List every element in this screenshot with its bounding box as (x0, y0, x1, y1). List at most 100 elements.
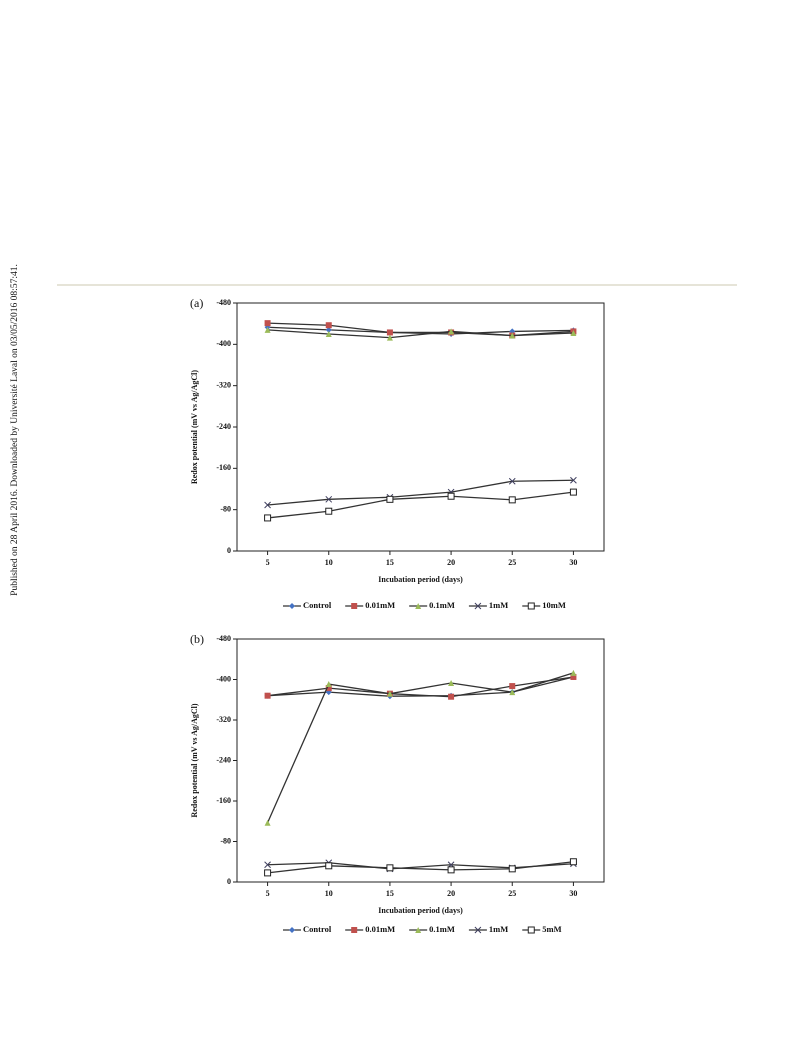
marker (386, 495, 394, 503)
marker (570, 476, 577, 484)
y-tick-label: -240 (216, 422, 231, 431)
y-tick-label: -80 (220, 504, 231, 513)
series-line (267, 676, 574, 698)
marker (351, 927, 358, 933)
marker (448, 693, 455, 700)
y-tick-label: -400 (216, 339, 231, 348)
marker (527, 926, 535, 934)
x-tick-label: 10 (325, 889, 333, 898)
x-tick-label: 15 (386, 558, 394, 567)
marker (264, 692, 271, 699)
marker (569, 488, 577, 496)
legend-label: 0.01mM (365, 600, 395, 610)
marker (474, 602, 482, 610)
panel-label: (a) (190, 296, 203, 310)
marker (509, 332, 516, 339)
x-axis-label: Incubation period (days) (378, 575, 463, 584)
y-tick-label: -480 (216, 634, 231, 643)
series-line (267, 491, 574, 519)
marker (325, 862, 333, 870)
y-axis-label: Redox potential (mV vs Ag/AgCl) (190, 703, 199, 817)
marker (570, 673, 577, 680)
marker (509, 689, 516, 696)
marker (386, 690, 393, 697)
marker (325, 507, 333, 515)
marker (325, 326, 332, 333)
x-tick-label: 30 (569, 889, 577, 898)
y-tick-label: 0 (227, 546, 231, 555)
y-tick-label: -400 (216, 674, 231, 683)
legend-label: 0.1mM (429, 600, 455, 610)
marker (289, 603, 295, 609)
x-tick-label: 25 (508, 558, 516, 567)
marker (386, 329, 393, 336)
marker (415, 603, 422, 609)
series-line (267, 479, 574, 506)
legend-label: 10mM (542, 600, 566, 610)
legend-label: 1mM (489, 600, 508, 610)
marker (508, 496, 516, 504)
x-tick-label: 20 (447, 889, 455, 898)
x-tick-label: 5 (266, 889, 270, 898)
legend-label: 5mM (542, 924, 561, 934)
x-tick-label: 15 (386, 889, 394, 898)
marker (351, 603, 358, 609)
marker (570, 669, 577, 676)
marker (264, 514, 272, 522)
marker (386, 864, 394, 872)
y-tick-label: -160 (216, 463, 231, 472)
y-tick-label: -160 (216, 796, 231, 805)
y-tick-label: -320 (216, 715, 231, 724)
legend-label: 1mM (489, 924, 508, 934)
marker (527, 602, 535, 610)
marker (325, 685, 332, 692)
marker (474, 926, 482, 934)
marker (264, 819, 271, 826)
x-axis-label: Incubation period (days) (378, 906, 463, 915)
y-tick-label: -320 (216, 380, 231, 389)
y-tick-label: 0 (227, 877, 231, 886)
marker (264, 501, 271, 509)
series-line (267, 861, 574, 874)
marker (325, 322, 332, 329)
marker (447, 866, 455, 874)
y-axis-label: Redox potential (mV vs Ag/AgCl) (190, 370, 199, 484)
marker (569, 858, 577, 866)
y-tick-label: -240 (216, 755, 231, 764)
series-line (267, 326, 574, 335)
marker (325, 331, 332, 337)
legend-label: Control (303, 924, 332, 934)
x-tick-label: 30 (569, 558, 577, 567)
marker (264, 861, 271, 869)
marker (448, 328, 455, 335)
series-line (267, 676, 574, 697)
panel-label: (b) (190, 632, 204, 646)
plot-frame (236, 638, 605, 883)
marker (448, 680, 455, 687)
legend-label: 0.1mM (429, 924, 455, 934)
marker (325, 681, 332, 688)
x-tick-label: 25 (508, 889, 516, 898)
x-tick-label: 10 (325, 558, 333, 567)
marker (289, 927, 295, 933)
marker (386, 334, 393, 341)
marker (264, 320, 271, 327)
y-tick-label: -80 (220, 836, 231, 845)
marker (415, 927, 422, 933)
legend-label: Control (303, 600, 332, 610)
y-tick-label: -480 (216, 298, 231, 307)
marker (508, 865, 516, 873)
marker (447, 492, 455, 500)
plot-frame (236, 302, 605, 552)
x-tick-label: 20 (447, 558, 455, 567)
marker (264, 326, 271, 333)
marker (325, 495, 333, 503)
marker (570, 329, 577, 336)
side-note: Published on 28 April 2016. Downloaded b… (10, 264, 20, 596)
marker (508, 477, 516, 485)
series-line (266, 672, 574, 824)
marker (264, 869, 272, 877)
marker (509, 683, 516, 690)
series-line (267, 329, 574, 339)
